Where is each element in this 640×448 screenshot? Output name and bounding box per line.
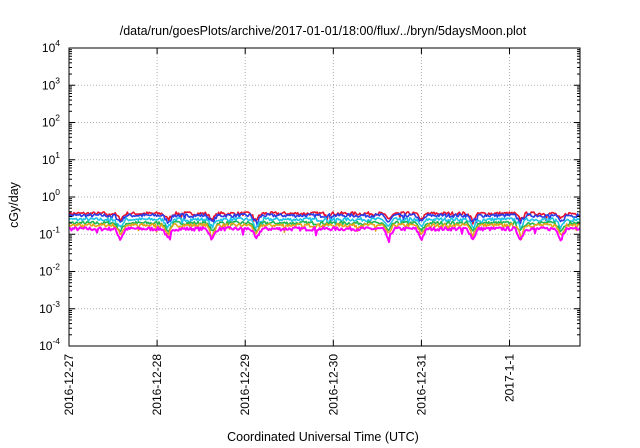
series-group xyxy=(68,211,581,244)
y-axis-label: cGy/day xyxy=(7,181,21,228)
x-tick-label: 2016-12-31 xyxy=(414,354,428,416)
x-axis-label: Coordinated Universal Time (UTC) xyxy=(227,430,419,444)
y-tick-label: 10-3 xyxy=(39,299,60,316)
y-axis: 10-4 10-3 10-2 10-1 100 101 102 103 104 xyxy=(39,38,580,353)
x-tick-label: 2016-12-30 xyxy=(326,354,340,416)
series-line xyxy=(68,222,581,241)
grid xyxy=(69,48,580,346)
series-line xyxy=(68,217,581,232)
x-tick-label: 2016-12-28 xyxy=(150,354,164,416)
series-line xyxy=(69,226,581,244)
y-tick-label: 103 xyxy=(42,75,60,92)
chart-title: /data/run/goesPlots/archive/2017-01-01/1… xyxy=(120,24,527,38)
x-tick-label: 2016-12-27 xyxy=(62,354,76,416)
x-tick-label: 2016-12-29 xyxy=(238,354,252,416)
y-tick-label: 102 xyxy=(42,113,60,130)
y-tick-label: 100 xyxy=(42,187,60,204)
y-tick-label: 104 xyxy=(42,38,60,55)
y-tick-label: 10-1 xyxy=(39,224,60,241)
y-tick-label: 10-2 xyxy=(39,262,60,279)
y-tick-label: 101 xyxy=(42,150,60,167)
series-line xyxy=(68,213,581,228)
series-line xyxy=(68,211,581,225)
x-tick-label: 2017-1-1 xyxy=(503,354,517,402)
series-line xyxy=(68,220,581,233)
y-tick-label: 10-4 xyxy=(39,336,60,353)
x-axis: 2016-12-27 2016-12-28 2016-12-29 2016-12-30… xyxy=(62,48,517,415)
